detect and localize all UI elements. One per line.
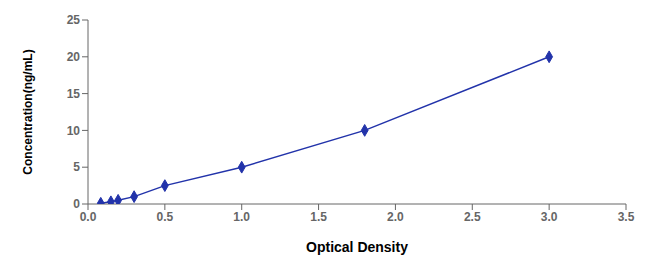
svg-text:Concentration(ng/mL): Concentration(ng/mL) (21, 49, 35, 174)
svg-text:0.0: 0.0 (80, 210, 97, 224)
svg-text:0: 0 (73, 197, 80, 211)
svg-text:25: 25 (67, 13, 81, 27)
svg-text:20: 20 (67, 50, 81, 64)
svg-text:2.0: 2.0 (387, 210, 404, 224)
svg-text:15: 15 (67, 87, 81, 101)
svg-text:0.5: 0.5 (157, 210, 174, 224)
svg-text:5: 5 (73, 160, 80, 174)
svg-text:3.5: 3.5 (618, 210, 635, 224)
svg-text:2.5: 2.5 (464, 210, 481, 224)
svg-text:1.5: 1.5 (310, 210, 327, 224)
svg-text:3.0: 3.0 (541, 210, 558, 224)
svg-text:Optical Density: Optical Density (306, 239, 408, 255)
svg-text:1.0: 1.0 (233, 210, 250, 224)
svg-text:10: 10 (67, 124, 81, 138)
